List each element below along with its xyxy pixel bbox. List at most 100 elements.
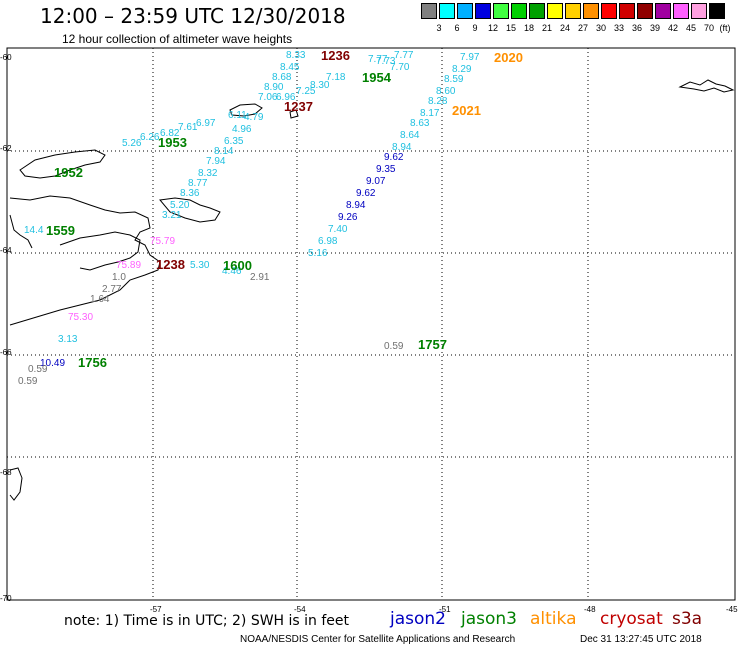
wave-height-value: 8.30 — [310, 80, 330, 91]
wave-height-value: 7.77 — [394, 50, 414, 61]
colorbar-label: 36 — [631, 23, 642, 33]
wave-height-value: 8.60 — [436, 86, 456, 97]
wave-height-value: 8.90 — [264, 82, 284, 93]
colorbar-swatch — [673, 3, 689, 19]
colorbar-label: 27 — [577, 23, 588, 33]
wave-height-value: 5.20 — [170, 200, 190, 211]
colorbar-swatch — [529, 3, 545, 19]
colorbar-label: 3 — [436, 23, 442, 33]
footnote: note: 1) Time is in UTC; 2) SWH is in fe… — [64, 613, 350, 629]
wave-height-value: 75.89 — [116, 260, 141, 271]
coastline — [9, 79, 735, 501]
legend-jason3: jason3 — [461, 609, 517, 629]
pass-time-label: 1954 — [362, 70, 392, 85]
wave-height-value: 8.14 — [214, 146, 234, 157]
lon-label: -57 — [150, 605, 162, 614]
wave-height-value: 6.82 — [160, 128, 180, 139]
colorbar-label: 15 — [505, 23, 516, 33]
wave-height-value: 4.96 — [232, 124, 252, 135]
map-title: 12:00 – 23:59 UTC 12/30/2018 — [40, 4, 346, 28]
pass-time-label: 1952 — [54, 165, 83, 180]
wave-height-value: 9.62 — [356, 188, 376, 199]
wave-height-value: 7.94 — [206, 156, 226, 167]
lon-label: -54 — [294, 605, 306, 614]
wave-height-value: 9.07 — [366, 176, 386, 187]
wave-height-value: 5.26 — [122, 138, 142, 149]
wave-height-value: 9.62 — [384, 152, 404, 163]
wave-height-value: 8.59 — [444, 74, 464, 85]
colorbar-swatch — [511, 3, 527, 19]
colorbar-swatch — [709, 3, 725, 19]
colorbar-swatch — [655, 3, 671, 19]
colorbar-swatch — [493, 3, 509, 19]
pass-time-label: 1238 — [156, 257, 185, 272]
wave-height-value: 8.63 — [410, 118, 430, 129]
pass-time-label: 1236 — [321, 48, 350, 63]
pass-time-label: 1237 — [284, 99, 313, 114]
wave-height-value: 6.96 — [276, 92, 296, 103]
wave-height-value: 7.06 — [258, 92, 278, 103]
lat-label: -66 — [0, 348, 12, 357]
wave-height-value: 7.61 — [178, 122, 198, 133]
wave-height-value: 7.40 — [328, 224, 348, 235]
wave-height-value: 8.68 — [272, 72, 292, 83]
colorbar-label: 42 — [667, 23, 678, 33]
wave-height-value: 2.91 — [250, 272, 270, 283]
wave-height-value: 8.29 — [452, 64, 472, 75]
wave-height-value: 0.59 — [18, 376, 38, 387]
wave-height-value: 7.77 — [368, 54, 388, 65]
colorbar-swatch — [691, 3, 707, 19]
wave-height-value: 7.73 — [376, 56, 396, 67]
legend-cryosat: cryosat — [600, 609, 663, 629]
legend-jason2: jason2 — [390, 609, 446, 629]
colorbar-label: 21 — [541, 23, 552, 33]
lat-label: -62 — [0, 144, 12, 153]
pass-time-label: 1953 — [158, 135, 187, 150]
lon-label: -45 — [726, 605, 738, 614]
wave-height-value: 8.36 — [180, 188, 200, 199]
wave-height-value: 8.17 — [420, 108, 440, 119]
colorbar-swatch — [601, 3, 617, 19]
credit-timestamp: Dec 31 13:27:45 UTC 2018 — [580, 634, 702, 645]
lat-label: -68 — [0, 468, 12, 477]
colorbar-swatch — [475, 3, 491, 19]
colorbar-label: 6 — [454, 23, 460, 33]
lon-label: -51 — [439, 605, 451, 614]
colorbar-swatch — [439, 3, 455, 19]
wave-height-value: 9.26 — [338, 212, 358, 223]
wave-height-value: 7.97 — [460, 52, 480, 63]
wave-height-labels: 8.338.458.688.90 7.258.307.18 7.777.737.70… — [18, 50, 480, 387]
lat-label: -70 — [0, 594, 12, 603]
wave-height-value: 8.28 — [428, 96, 448, 107]
colorbar-swatch — [565, 3, 581, 19]
colorbar-label: 9 — [472, 23, 478, 33]
colorbar-swatch — [583, 3, 599, 19]
axis-labels: -60 -62 -64 -66 -68 -70 -57 -54 -51 -48 -45 — [0, 53, 738, 614]
wave-height-value: 14.4 — [24, 225, 44, 236]
wave-height-value: 8.32 — [198, 168, 218, 179]
wave-height-value: 3.21 — [162, 210, 182, 221]
pass-time-label: 1600 — [223, 258, 252, 273]
wave-height-value: 7.25 — [296, 86, 316, 97]
colorbar-label: 12 — [487, 23, 498, 33]
colorbar-swatch — [457, 3, 473, 19]
pass-time-label: 1756 — [78, 355, 107, 370]
wave-height-value: 8.94 — [392, 142, 412, 153]
wave-height-value: 75.79 — [150, 236, 175, 247]
wave-height-value: 2.77 — [102, 284, 122, 295]
wave-height-value: 7.70 — [390, 62, 410, 73]
lat-label: -60 — [0, 53, 12, 62]
colorbar-unit: (ft) — [719, 23, 731, 33]
legend-altika: altika — [530, 609, 577, 629]
wave-height-value: 0.59 — [28, 364, 48, 375]
wave-height-value: 1.64 — [90, 294, 110, 305]
colorbar-swatch — [421, 3, 437, 19]
lon-label: -48 — [584, 605, 596, 614]
wave-height-value: 8.33 — [286, 50, 306, 61]
pass-time-label: 1757 — [418, 337, 447, 352]
colorbar-label: 70 — [703, 23, 714, 33]
colorbar-label: 33 — [613, 23, 624, 33]
wave-height-value: 6.35 — [224, 136, 244, 147]
wave-height-value: 3.13 — [58, 334, 78, 345]
